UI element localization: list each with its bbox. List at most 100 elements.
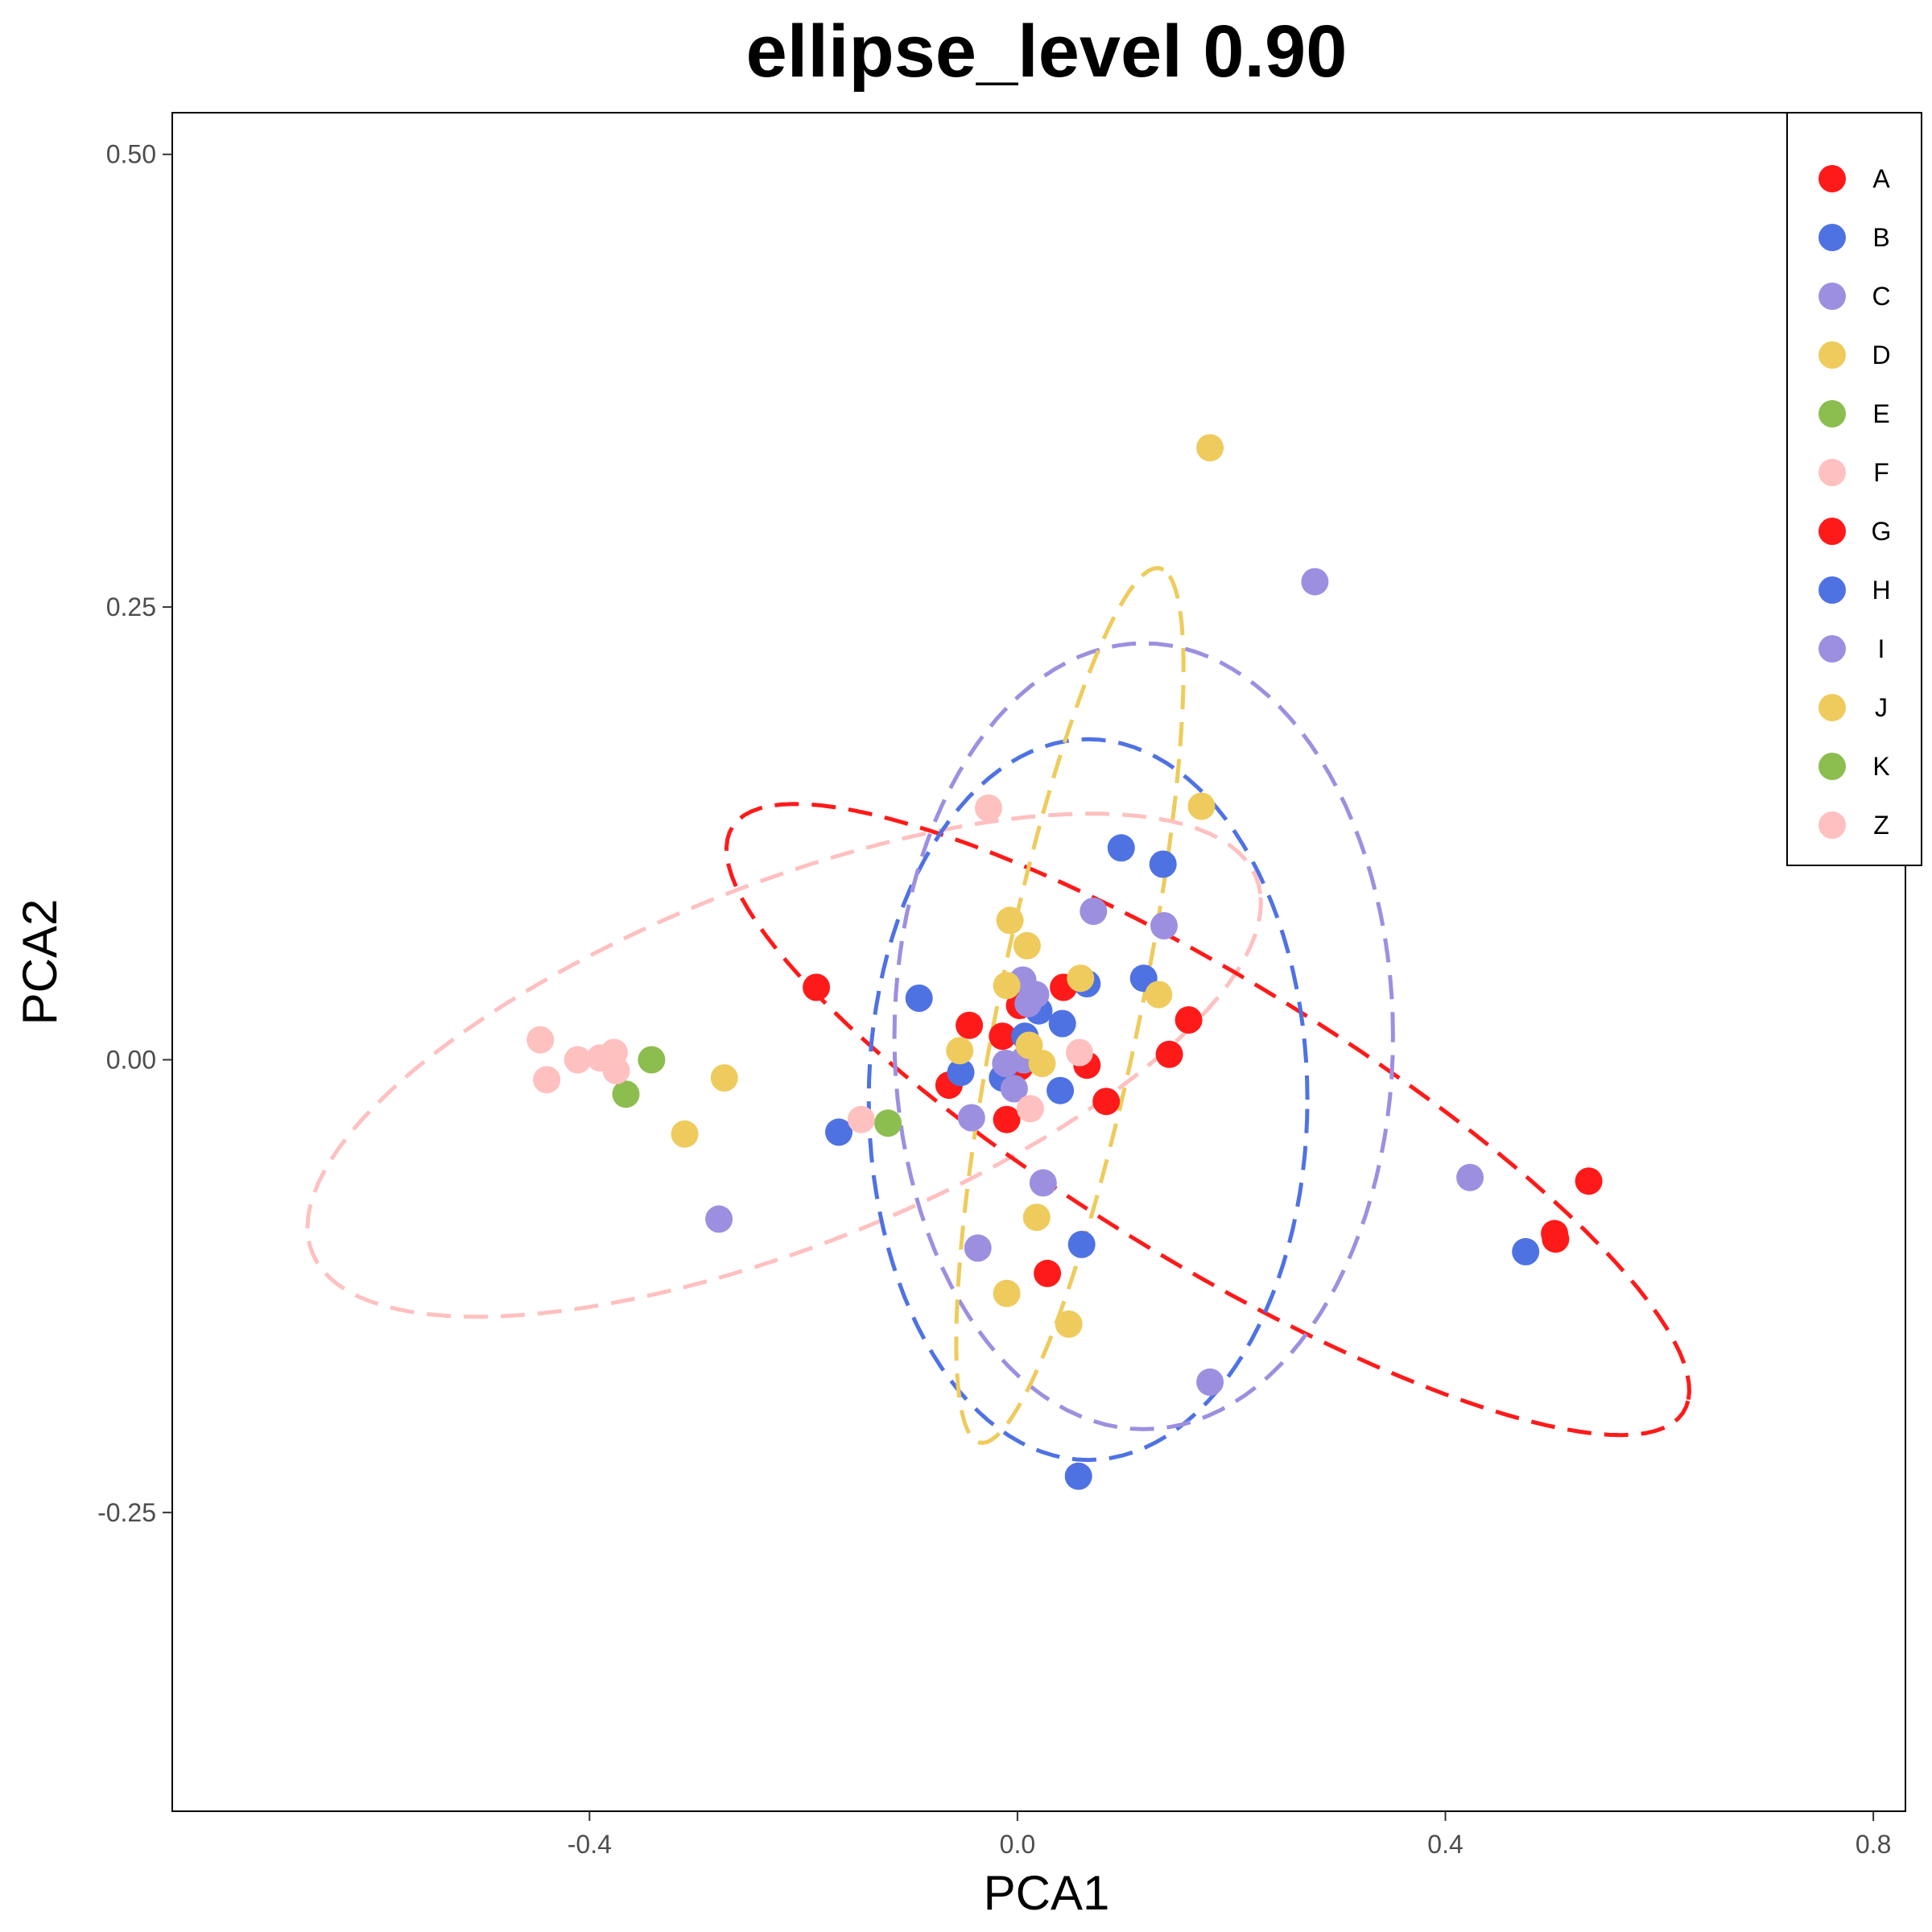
ellipse-b [866, 737, 1310, 1463]
x-tick-label: 0.0 [1000, 1830, 1035, 1859]
legend-key-b [1818, 224, 1846, 251]
point-e [638, 1046, 666, 1074]
legend-key-g [1818, 518, 1846, 545]
x-axis-title: PCA1 [984, 1866, 1110, 1920]
legend-label-e: E [1872, 399, 1889, 428]
point-c [1456, 1163, 1484, 1191]
ellipse-c [892, 641, 1395, 1431]
plot-panel-border [171, 112, 1906, 1812]
point-c [1196, 1368, 1224, 1396]
legend-key-d [1818, 341, 1846, 369]
point-b [1107, 834, 1135, 862]
point-a [1542, 1225, 1570, 1253]
point-b [1046, 1076, 1075, 1104]
legend-key-e [1818, 400, 1846, 427]
point-b [825, 1118, 852, 1146]
point-d [1022, 1203, 1051, 1232]
point-d [1145, 980, 1173, 1009]
legend-key-h [1818, 576, 1846, 604]
legend-key-z [1818, 811, 1846, 839]
point-d [1028, 1050, 1056, 1077]
point-c [957, 1104, 985, 1132]
legend-label-a: A [1872, 164, 1890, 193]
point-b [1064, 1462, 1092, 1490]
point-f [533, 1066, 561, 1094]
point-d [1196, 434, 1224, 462]
point-d [710, 1064, 738, 1092]
legend-label-b: B [1872, 223, 1889, 252]
x-tick-label: -0.4 [568, 1830, 612, 1859]
legend-key-c [1818, 283, 1846, 310]
point-f [564, 1046, 592, 1074]
y-axis-title: PCA2 [13, 899, 67, 1026]
point-d [996, 906, 1024, 935]
point-f [847, 1105, 875, 1133]
legend-label-i: I [1878, 634, 1885, 663]
point-d [1187, 792, 1216, 820]
y-tick-label: 0.25 [106, 592, 156, 621]
point-d [946, 1037, 974, 1065]
legend-label-d: D [1872, 341, 1890, 369]
point-d [993, 972, 1021, 1000]
confidence-ellipses [305, 566, 1692, 1463]
legend: A B C D E F G HI J K Z [1786, 112, 1922, 866]
chart-title: ellipse_level 0.90 [746, 10, 1348, 93]
point-d [671, 1120, 699, 1148]
legend-label-h: H [1872, 576, 1890, 605]
legend-label-j: J [1875, 693, 1888, 722]
point-a [1092, 1088, 1121, 1116]
ellipse-f [305, 811, 1263, 1319]
point-b [1512, 1237, 1540, 1265]
point-c [1000, 1075, 1028, 1103]
point-f [1016, 1095, 1044, 1123]
point-c [705, 1205, 733, 1233]
legend-label-z: Z [1873, 811, 1889, 840]
point-f [975, 794, 1002, 822]
point-d [1055, 1310, 1083, 1338]
point-c [1029, 1169, 1057, 1197]
point-d [1067, 964, 1095, 993]
legend-box [1786, 112, 1922, 866]
point-a [1034, 1259, 1062, 1287]
x-tick-label: 0.8 [1856, 1830, 1891, 1859]
point-b [1149, 850, 1177, 878]
point-a [956, 1011, 984, 1039]
ellipse-a [724, 802, 1692, 1438]
point-a [1155, 1040, 1183, 1068]
legend-label-c: C [1872, 282, 1890, 311]
point-d [993, 1279, 1021, 1307]
point-b [1048, 1009, 1076, 1038]
legend-key-i [1818, 635, 1846, 663]
point-a [993, 1105, 1021, 1133]
point-a [1174, 1006, 1203, 1034]
y-tick-label: 0.00 [106, 1045, 156, 1074]
point-b [905, 985, 933, 1012]
legend-key-f [1818, 459, 1846, 486]
y-axis: -0.25 0.00 0.25 0.50 [97, 140, 172, 1527]
point-a [989, 1022, 1017, 1051]
point-f [602, 1057, 630, 1084]
scatter-points [526, 434, 1603, 1490]
point-c [1080, 898, 1108, 925]
y-tick-label: -0.25 [97, 1498, 156, 1527]
point-f [1066, 1038, 1093, 1067]
x-tick-label: 0.4 [1427, 1830, 1463, 1859]
x-axis: -0.4 0.0 0.4 0.8 [568, 1811, 1891, 1859]
legend-label-f: F [1873, 458, 1889, 487]
legend-label-g: G [1872, 517, 1892, 546]
point-a [803, 973, 831, 1001]
point-c [1014, 989, 1042, 1018]
point-e [612, 1080, 640, 1108]
point-c [1301, 568, 1329, 596]
point-e [874, 1109, 902, 1137]
point-d [1013, 931, 1041, 960]
point-c [1150, 912, 1178, 939]
point-b [1067, 1230, 1096, 1258]
point-b [947, 1059, 975, 1087]
y-tick-label: 0.50 [106, 140, 156, 169]
legend-key-j [1818, 694, 1846, 721]
legend-key-a [1818, 165, 1846, 192]
legend-label-k: K [1872, 752, 1889, 781]
point-c [964, 1234, 992, 1262]
